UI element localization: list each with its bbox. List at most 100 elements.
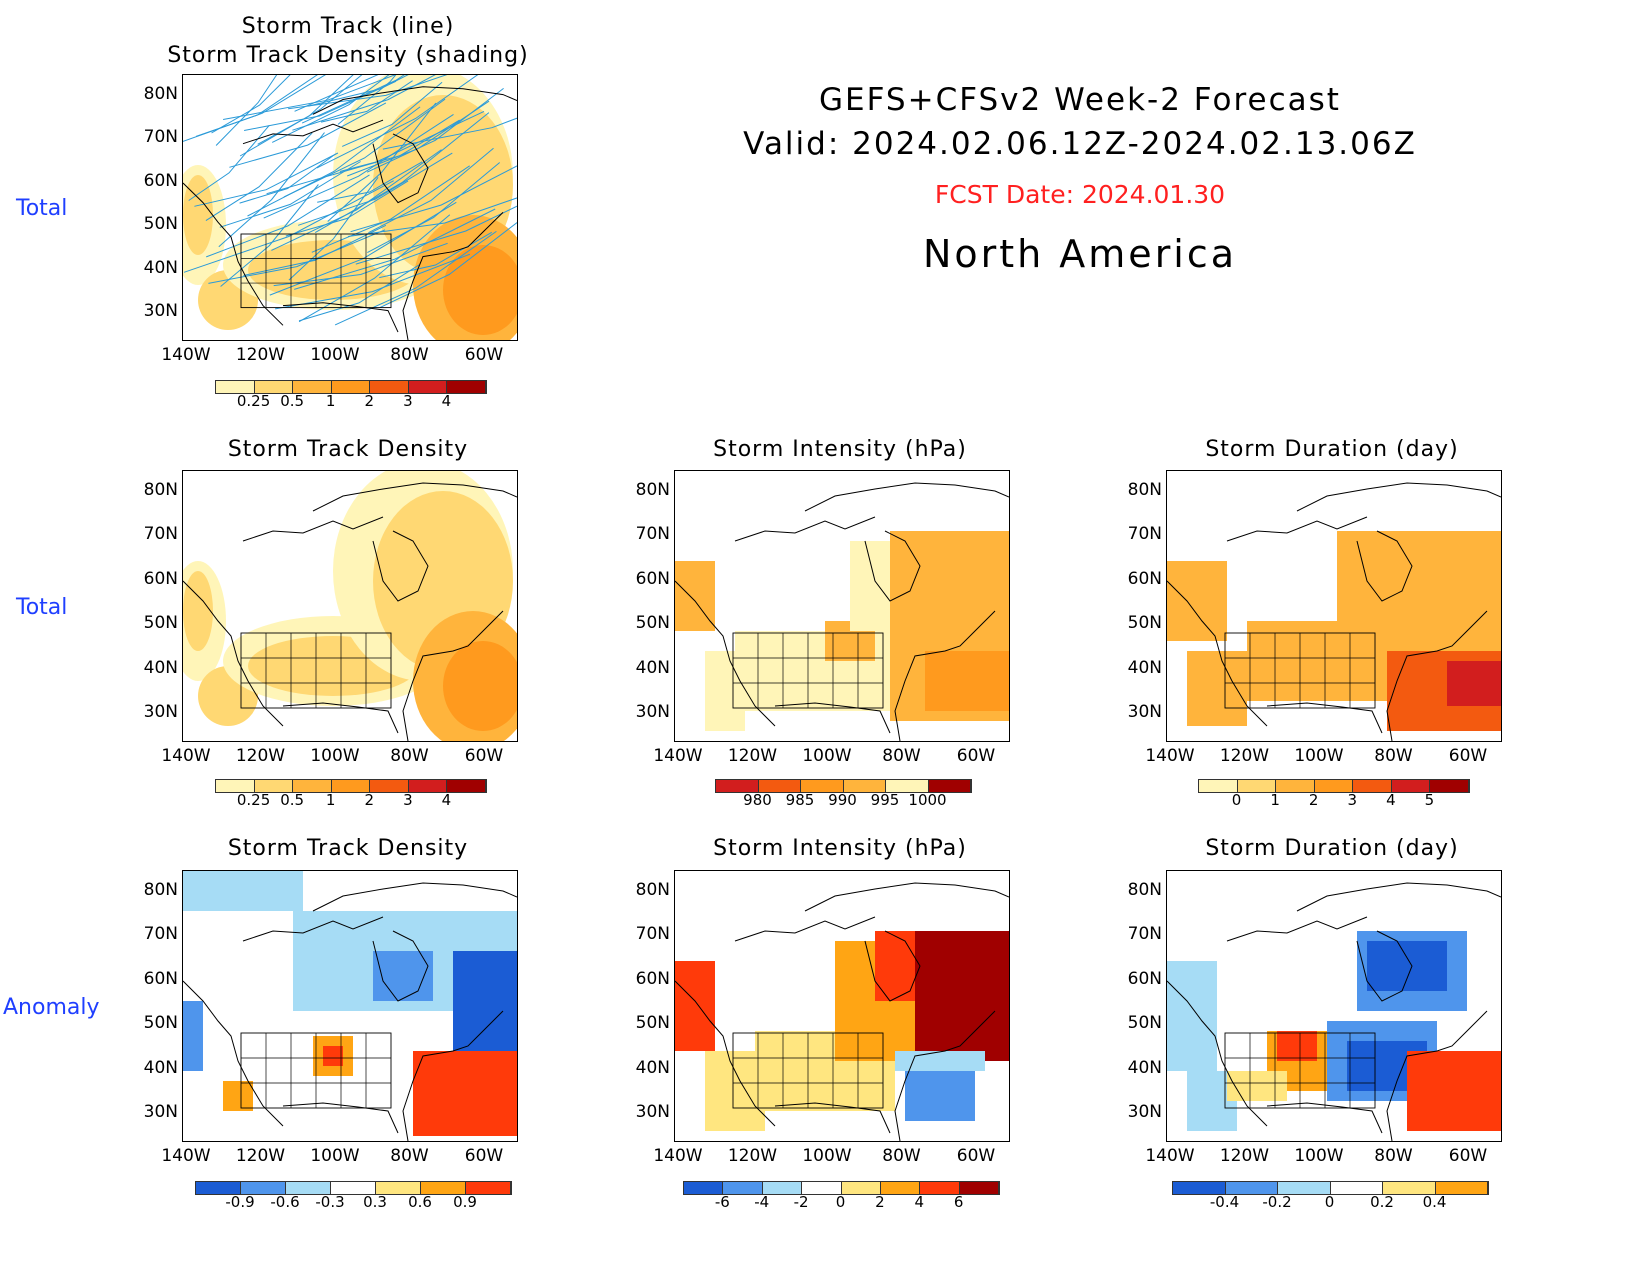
colorbar <box>1198 779 1470 793</box>
lat-tick-label: 50N <box>635 613 670 634</box>
colorbar-tick-label: 0.25 <box>236 791 271 809</box>
map-svg <box>675 882 1009 1141</box>
lon-tick-label: 80W <box>882 1146 921 1166</box>
panel-title: Storm Duration (day) <box>1205 437 1459 462</box>
lat-tick-label: 30N <box>1127 702 1162 722</box>
lon-tick-label: 100W <box>802 746 852 766</box>
lon-tick-label: 60W <box>464 1146 504 1166</box>
colorbar-tick-label: 2 <box>875 1193 885 1211</box>
map-panel <box>1166 470 1502 742</box>
lat-tick-label: 80N <box>1127 480 1162 500</box>
colorbar-tick-label: 3 <box>403 791 413 809</box>
lon-tick-label: 60W <box>956 746 996 766</box>
lon-tick-label: 140W <box>1145 746 1195 766</box>
lat-tick-label: 70N <box>1127 524 1162 545</box>
lon-tick-label: 60W <box>464 746 504 766</box>
lat-tick-label: 30N <box>635 702 670 722</box>
lon-tick-label: 120W <box>235 1146 286 1166</box>
row-label-total-2: Total <box>16 595 68 620</box>
colorbar-tick-label: -0.6 <box>270 1193 300 1211</box>
colorbar-tick-label: 1 <box>1270 791 1280 809</box>
lat-tick-label: 60N <box>143 568 178 589</box>
lat-tick-label: 60N <box>143 968 178 989</box>
colorbar <box>715 779 972 793</box>
lat-tick-label: 60N <box>1127 968 1162 989</box>
colorbar-tick-label: 995 <box>870 791 900 809</box>
colorbar-tick-label: -0.4 <box>1209 1193 1240 1211</box>
colorbar-tick-label: 0.6 <box>408 1193 432 1211</box>
lat-tick-label: 70N <box>1127 924 1162 945</box>
colorbar-tick-label: -0.3 <box>315 1193 345 1211</box>
lat-tick-label: 80N <box>635 880 670 900</box>
lon-tick-label: 80W <box>882 746 921 766</box>
colorbar <box>1172 1181 1489 1195</box>
lon-tick-label: 100W <box>310 746 360 766</box>
valid-period: Valid: 2024.02.06.12Z-2024.02.13.06Z <box>743 126 1417 162</box>
map-panel <box>182 870 518 1142</box>
lat-tick-label: 40N <box>1127 657 1162 678</box>
lon-tick-label: 140W <box>161 746 211 766</box>
row-label-total-1: Total <box>16 196 68 221</box>
colorbar-tick-label: 0.3 <box>363 1193 387 1211</box>
lon-tick-label: 120W <box>1219 1146 1270 1166</box>
lon-tick-label: 120W <box>235 345 286 365</box>
lat-tick-label: 30N <box>143 1102 178 1122</box>
lat-tick-label: 40N <box>143 657 178 678</box>
colorbar-tick-label: -2 <box>793 1193 809 1211</box>
lat-tick-label: 80N <box>143 880 178 900</box>
lat-tick-label: 30N <box>635 1102 670 1122</box>
panel-title: Storm Duration (day) <box>1205 836 1459 861</box>
colorbar <box>215 380 487 394</box>
lat-tick-label: 80N <box>1127 880 1162 900</box>
map-panel <box>1166 870 1502 1142</box>
lon-tick-label: 120W <box>1219 746 1270 766</box>
lon-tick-label: 140W <box>161 1146 211 1166</box>
colorbar-tick-label: 2 <box>1308 791 1319 809</box>
panel-title: Storm Intensity (hPa) <box>713 437 967 462</box>
colorbar-tick-label: 0.4 <box>1422 1193 1447 1211</box>
colorbar-tick-label: 1 <box>325 392 336 410</box>
lon-tick-label: 80W <box>1374 746 1413 766</box>
colorbar-tick-label: 3 <box>1347 791 1358 809</box>
colorbar <box>215 779 487 793</box>
colorbar-tick-label: 0.5 <box>280 791 305 809</box>
colorbar-tick-label: -4 <box>754 1193 770 1211</box>
lat-tick-label: 30N <box>143 301 178 321</box>
lon-tick-label: 80W <box>390 746 429 766</box>
panel-title: Storm Intensity (hPa) <box>713 836 967 861</box>
map-svg <box>183 871 517 1141</box>
lon-tick-label: 80W <box>1374 1146 1413 1166</box>
lon-tick-label: 100W <box>310 345 360 365</box>
row-label-anomaly: Anomaly <box>3 995 100 1020</box>
panel-title: Storm Track (line) Storm Track Density (… <box>167 14 529 68</box>
map-panel <box>674 470 1010 742</box>
map-svg <box>183 75 517 340</box>
colorbar-tick-label: 3 <box>403 392 413 410</box>
lon-tick-label: 100W <box>310 1146 360 1166</box>
lat-tick-label: 30N <box>1127 1102 1162 1122</box>
lat-tick-label: 40N <box>1127 1057 1162 1078</box>
lat-tick-label: 70N <box>143 524 178 545</box>
colorbar-tick-label: 990 <box>828 791 857 809</box>
map-svg <box>675 482 1009 741</box>
colorbar-tick-label: 985 <box>785 791 815 809</box>
lat-tick-label: 50N <box>1127 613 1162 634</box>
lon-tick-label: 60W <box>1448 1146 1488 1166</box>
colorbar-tick-label: 4 <box>1386 791 1396 809</box>
lat-tick-label: 80N <box>635 480 670 500</box>
colorbar-tick-label: 0 <box>1231 791 1242 809</box>
panel-title: Storm Track Density <box>227 836 469 861</box>
map-panel <box>182 470 518 742</box>
lat-tick-label: 60N <box>635 568 670 589</box>
map-panel <box>674 870 1010 1142</box>
panel-title: Storm Track Density <box>227 437 469 462</box>
map-svg <box>183 471 517 741</box>
colorbar-tick-label: 4 <box>914 1193 925 1211</box>
lat-tick-label: 60N <box>143 170 178 191</box>
lon-tick-label: 140W <box>1145 1146 1195 1166</box>
map-svg <box>1167 482 1501 741</box>
lon-tick-label: 60W <box>1448 746 1488 766</box>
colorbar-tick-label: 0 <box>835 1193 846 1211</box>
lat-tick-label: 50N <box>143 613 178 634</box>
lat-tick-label: 40N <box>635 657 670 678</box>
